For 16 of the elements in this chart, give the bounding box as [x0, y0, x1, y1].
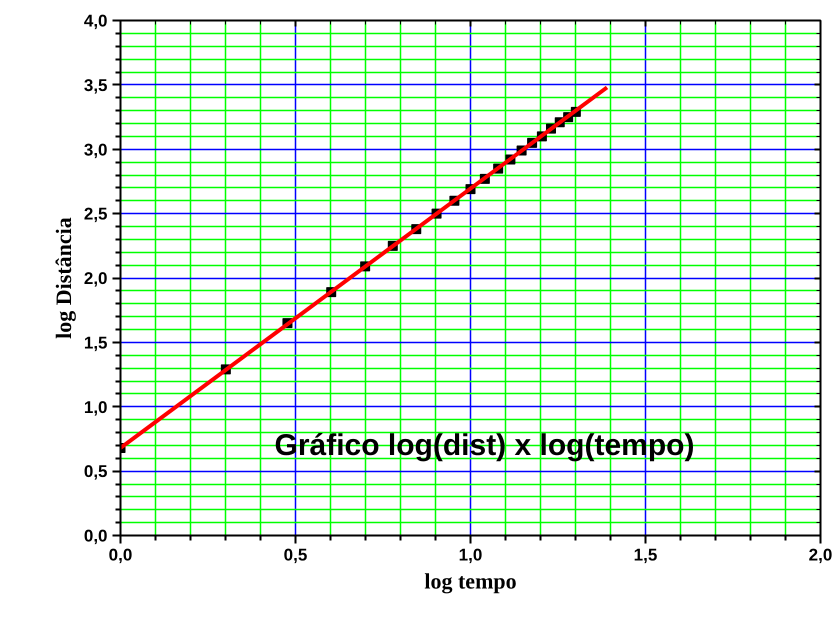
y-tick-label: 3,5 [84, 76, 108, 95]
x-tick-label: 0,5 [284, 546, 308, 564]
y-tick-label: 2,5 [84, 204, 108, 224]
y-tick-label: 2,0 [84, 269, 108, 288]
y-axis-title: log Distância [50, 217, 76, 339]
x-axis-title: log tempo [424, 568, 517, 594]
x-tick-label: 1,5 [634, 546, 658, 564]
y-tick-label: 0,0 [84, 526, 108, 546]
y-tick-label: 1,5 [84, 333, 108, 352]
x-tick-label: 0,0 [108, 546, 132, 564]
y-tick-label: 3,0 [84, 140, 108, 160]
x-tick-label: 1,0 [458, 546, 482, 564]
y-tick-label: 1,0 [84, 398, 108, 417]
x-tick-label: 2,0 [808, 546, 832, 564]
y-tick-label: 4,0 [84, 12, 108, 30]
y-tick-label: 0,5 [84, 462, 108, 482]
